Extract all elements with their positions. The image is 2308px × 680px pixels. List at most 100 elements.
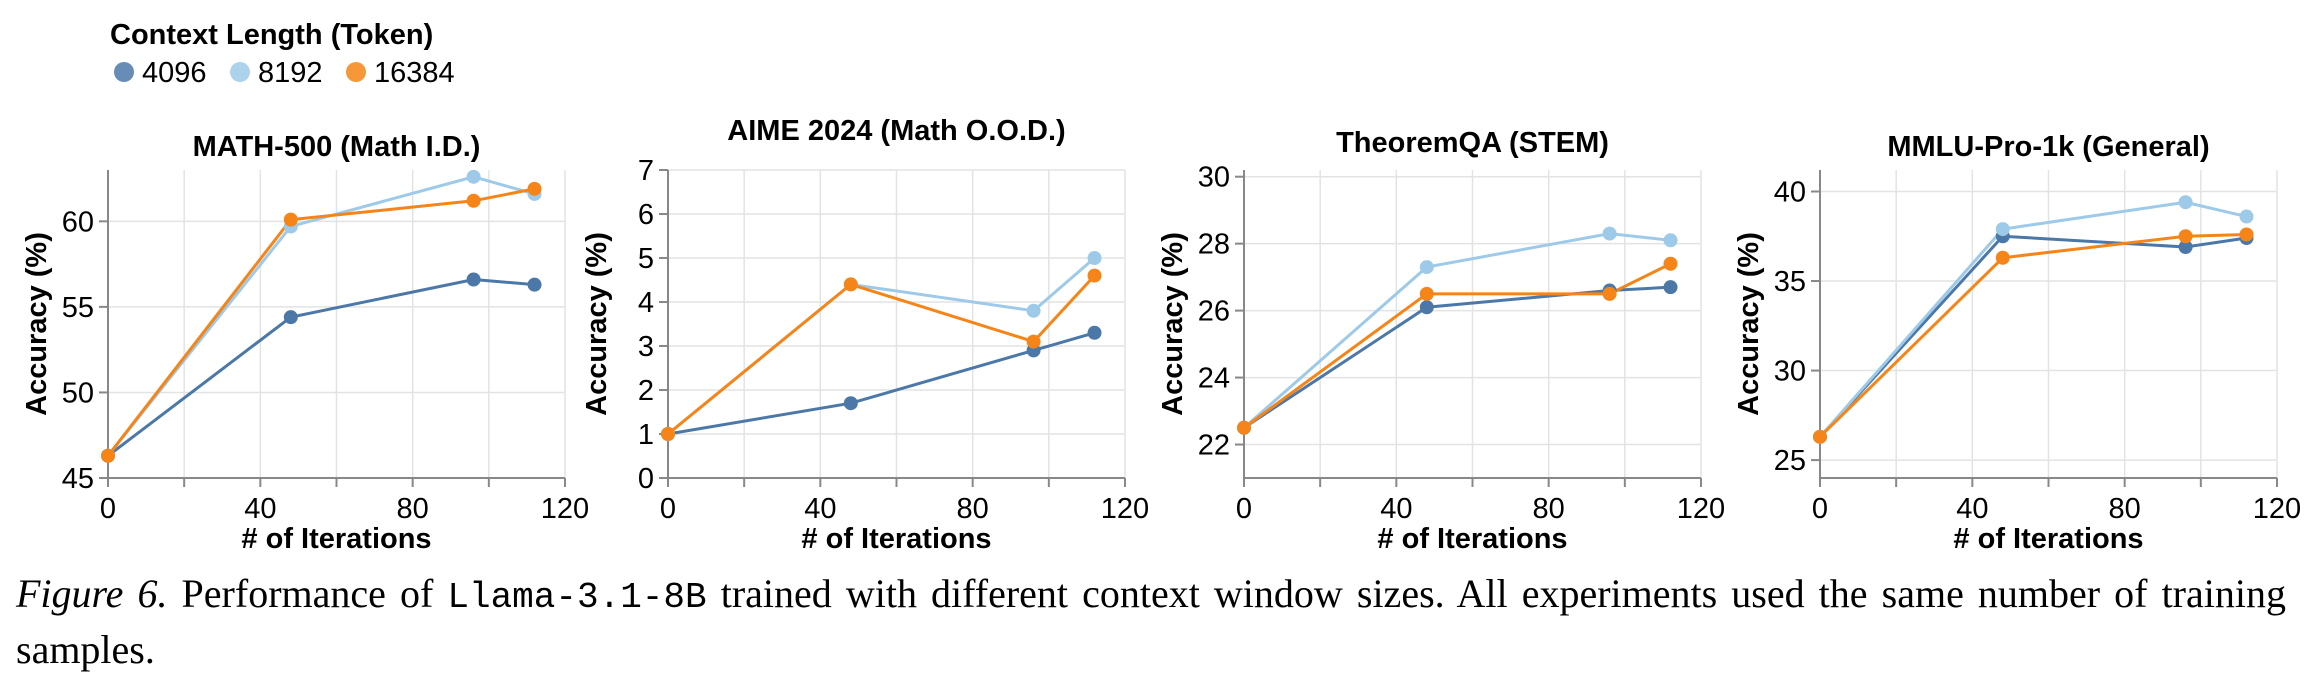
legend-label-8192: 8192 (258, 57, 323, 89)
y-tick-label: 0 (638, 463, 654, 495)
data-point-4096 (1419, 300, 1434, 315)
chart-panel-3: 0 40 80 120 22 24 26 28 30 TheoremQA (STEM) # of I… (1157, 127, 1725, 555)
x-tick-label: 80 (2109, 493, 2141, 525)
legend: Context Length (Token) 4096 8192 16384 (110, 19, 455, 89)
x-tick-label: 0 (660, 493, 676, 525)
y-tick-label: 4 (638, 287, 654, 319)
y-tick-label: 35 (1774, 266, 1806, 298)
legend-label-16384: 16384 (374, 57, 455, 89)
data-point-16384 (1419, 286, 1434, 301)
data-point-8192 (1995, 222, 2010, 237)
series-line-4096 (107, 277, 535, 457)
y-tick-label: 30 (1198, 162, 1230, 194)
series-line-8192 (1243, 232, 1671, 429)
series-line-8192 (106, 175, 535, 457)
y-tick-label: 1 (638, 419, 654, 451)
x-axis-label: # of Iterations (1377, 523, 1567, 555)
legend-symbol-16384 (346, 62, 366, 82)
y-tick-label: 24 (1198, 363, 1230, 395)
series-line-4096 (667, 331, 1095, 436)
series-line-16384 (106, 187, 535, 457)
x-tick-label: 40 (244, 493, 276, 525)
y-tick-label: 55 (62, 292, 94, 324)
caption-lead: Figure 6. (16, 571, 168, 616)
x-tick-label: 120 (1101, 493, 1149, 525)
y-axis-label: Accuracy (%) (21, 232, 53, 416)
y-tick-label: 26 (1198, 296, 1230, 328)
data-point-16384 (1087, 268, 1102, 283)
data-point-16384 (1026, 334, 1041, 349)
series-line-8192 (1818, 200, 2247, 438)
data-point-16384 (101, 448, 115, 463)
x-tick-label: 40 (1956, 493, 1988, 525)
x-tick-label: 0 (1812, 493, 1828, 525)
y-tick-label: 25 (1774, 445, 1806, 477)
legend-symbol-8192 (230, 62, 250, 82)
y-tick-label: 5 (638, 243, 654, 275)
data-point-8192 (1602, 226, 1617, 241)
chart-title: MMLU-Pro-1k (General) (1887, 131, 2209, 163)
data-point-8192 (466, 169, 481, 184)
y-tick-label: 6 (638, 199, 654, 231)
data-point-16384 (843, 277, 858, 292)
y-tick-label: 28 (1198, 229, 1230, 261)
legend-title: Context Length (Token) (110, 19, 433, 51)
y-tick-label: 30 (1774, 356, 1806, 388)
data-point-8192 (1087, 251, 1102, 265)
x-tick-label: 0 (100, 493, 116, 525)
y-tick-label: 50 (62, 377, 94, 409)
data-point-8192 (1419, 260, 1434, 275)
data-point-4096 (466, 272, 481, 287)
y-tick-label: 45 (62, 463, 94, 495)
x-tick-label: 40 (804, 493, 836, 525)
chart-panel-2: 0 40 80 120 0 1 2 3 4 5 6 7 AIME 2024 (Math O.O.D.) #… (581, 115, 1149, 555)
y-tick-label: 40 (1774, 176, 1806, 208)
x-axis-label: # of Iterations (1953, 523, 2143, 555)
data-point-16384 (1663, 256, 1678, 271)
y-axis-label: Accuracy (%) (1157, 232, 1189, 416)
figure-charts: Context Length (Token) 4096 8192 16384 0 40… (21, 19, 2301, 555)
series-line-16384 (1243, 262, 1672, 429)
data-point-4096 (1087, 325, 1102, 340)
x-tick-label: 120 (2253, 493, 2301, 525)
data-point-8192 (2178, 195, 2193, 210)
y-tick-label: 60 (62, 206, 94, 238)
x-tick-label: 80 (1533, 493, 1565, 525)
legend-symbol-4096 (114, 62, 134, 82)
x-axis-label: # of Iterations (241, 523, 431, 555)
series-line-16384 (667, 274, 1096, 436)
x-tick-label: 40 (1380, 493, 1412, 525)
data-point-16384 (466, 193, 481, 208)
y-axis-label: Accuracy (%) (1733, 232, 1765, 416)
chart-panel-1: 0 40 80 120 45 50 55 60 MATH-500 (Math I.D.) # of… (21, 131, 589, 555)
data-point-16384 (2178, 229, 2193, 244)
series-line-4096 (1818, 234, 2247, 438)
data-point-4096 (843, 396, 858, 411)
data-point-16384 (527, 181, 542, 196)
chart-panel-4: 0 40 80 120 25 30 35 40 MMLU-Pro-1k (General) # o… (1733, 131, 2301, 555)
caption-text-2: trained with different context window si… (16, 571, 2286, 672)
data-point-16384 (283, 212, 298, 227)
data-point-4096 (283, 310, 298, 325)
x-axis-label: # of Iterations (801, 523, 991, 555)
x-tick-label: 80 (397, 493, 429, 525)
data-point-16384 (2239, 227, 2254, 242)
data-point-16384 (1813, 429, 1827, 444)
chart-title: AIME 2024 (Math O.O.D.) (727, 115, 1065, 147)
chart-title: MATH-500 (Math I.D.) (193, 131, 481, 163)
x-tick-label: 120 (541, 493, 589, 525)
y-tick-label: 22 (1198, 430, 1230, 462)
x-tick-label: 0 (1236, 493, 1252, 525)
legend-label-4096: 4096 (142, 57, 207, 89)
caption-text-1: Performance of (167, 571, 448, 616)
x-tick-label: 120 (1677, 493, 1725, 525)
series-line-16384 (1818, 232, 2247, 438)
data-point-8192 (1026, 303, 1041, 318)
data-point-16384 (1995, 250, 2010, 265)
data-point-8192 (2239, 209, 2254, 224)
data-point-16384 (661, 427, 675, 441)
caption-model-name: Llama-3.1-8B (447, 577, 707, 618)
data-point-8192 (1663, 233, 1678, 248)
data-point-4096 (2178, 240, 2193, 254)
y-axis-label: Accuracy (%) (581, 232, 613, 416)
